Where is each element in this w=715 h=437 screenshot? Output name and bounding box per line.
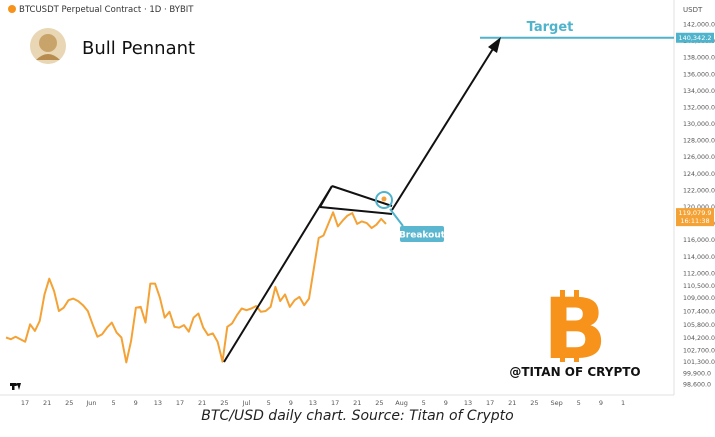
figure-caption: BTC/USD daily chart. Source: Titan of Cr…	[201, 408, 514, 424]
x-tick-label: 25	[65, 399, 73, 407]
avatar	[30, 28, 66, 64]
y-tick-label: 104,200.0	[683, 335, 715, 342]
pattern-drawing	[223, 37, 501, 363]
pennant-lower-line	[319, 206, 393, 215]
breakout-circle-icon	[375, 191, 393, 209]
x-tick-label: 5	[112, 399, 116, 407]
projection-arrow	[391, 43, 497, 211]
x-tick-label: Jul	[242, 399, 251, 407]
x-tick-label: 25	[530, 399, 538, 407]
current-price-tag: 119,079.9 16:11:38	[676, 208, 714, 227]
y-tick-label: 109,000.0	[683, 295, 715, 302]
flagpole-line	[223, 185, 333, 363]
y-tick-label: 114,000.0	[683, 254, 715, 261]
y-tick-label: 99,900.0	[683, 371, 711, 378]
y-tick-label: 130,000.0	[683, 121, 715, 128]
x-tick-label: 9	[599, 399, 603, 407]
y-tick-label: 134,000.0	[683, 88, 715, 95]
y-tick-label: 107,400.0	[683, 309, 715, 316]
x-tick-label: 5	[577, 399, 581, 407]
y-tick-label: 120,000.0	[683, 204, 715, 211]
x-tick-label: 13	[464, 399, 472, 407]
y-tick-label: 132,000.0	[683, 104, 715, 111]
breakout-label: Breakout	[399, 231, 446, 241]
y-tick-label: 98,600.0	[683, 382, 711, 389]
y-tick-label: 136,000.0	[683, 71, 715, 78]
breakout-badge	[400, 226, 444, 242]
current-price-text: 119,079.9	[678, 209, 711, 217]
breakout-marker: Breakout	[375, 191, 446, 242]
y-tick-label: 128,000.0	[683, 138, 715, 145]
x-tick-label: 21	[198, 399, 206, 407]
y-tick-label: 122,000.0	[683, 187, 715, 194]
x-tick-label: 17	[176, 399, 184, 407]
y-tick-label: 102,700.0	[683, 347, 715, 354]
tradingview-logo-icon	[10, 383, 21, 390]
symbol-dot-icon	[8, 5, 16, 13]
pattern-title: Bull Pennant	[82, 38, 195, 59]
currency-label: USDT	[683, 6, 703, 14]
x-tick-label: 9	[289, 399, 293, 407]
bitcoin-logo-icon: B	[543, 280, 607, 378]
x-tick-label: 17	[331, 399, 339, 407]
x-tick-label: Sep	[550, 399, 562, 407]
price-series-line	[5, 211, 387, 364]
x-tick-label: 9	[134, 399, 138, 407]
x-tick-label: Jun	[85, 399, 96, 407]
x-tick-label: 21	[508, 399, 516, 407]
y-tick-label: 124,000.0	[683, 171, 715, 178]
x-tick-label: 25	[375, 399, 383, 407]
y-tick-label: 110,500.0	[683, 283, 715, 290]
pennant-left-edge	[319, 185, 333, 208]
target-price-text: 140,342.2	[678, 34, 711, 42]
y-tick-label: 138,000.0	[683, 55, 715, 62]
x-tick-label: 13	[309, 399, 317, 407]
x-axis: 17 21 25 Jun 5 9 13 17 21 25 Jul 5 9 13 17 21 25 Aug 5 9 13 1…	[21, 399, 625, 407]
x-tick-label: 13	[154, 399, 162, 407]
y-tick-label: 116,000.0	[683, 237, 715, 244]
y-axis: 142,000.0140,000.0138,000.0136,000.0134,…	[683, 22, 715, 389]
y-tick-label: 105,800.0	[683, 322, 715, 329]
watermark-text: @TITAN OF CRYPTO	[509, 365, 640, 379]
y-tick-label: 101,300.0	[683, 359, 715, 366]
x-tick-label: 9	[444, 399, 448, 407]
x-tick-label: 5	[267, 399, 271, 407]
x-tick-label: 21	[43, 399, 51, 407]
x-tick-label: Aug	[395, 399, 408, 407]
y-tick-label: 142,000.0	[683, 22, 715, 29]
x-tick-label: 1	[621, 399, 625, 407]
arrow-head-icon	[488, 37, 501, 53]
y-tick-label: 112,000.0	[683, 270, 715, 277]
target-price-tag: 140,342.2	[676, 32, 714, 43]
target-label: Target	[527, 20, 574, 35]
x-tick-label: 25	[220, 399, 228, 407]
x-tick-label: 5	[422, 399, 426, 407]
x-tick-label: 17	[486, 399, 494, 407]
y-tick-label: 126,000.0	[683, 154, 715, 161]
countdown-text: 16:11:38	[680, 217, 709, 225]
x-tick-label: 21	[353, 399, 361, 407]
symbol-header: BTCUSDT Perpetual Contract · 1D · BYBIT	[8, 5, 194, 15]
symbol-line: BTCUSDT Perpetual Contract · 1D · BYBIT	[19, 5, 194, 15]
pennant-upper-line	[331, 185, 393, 207]
x-tick-label: 17	[21, 399, 29, 407]
